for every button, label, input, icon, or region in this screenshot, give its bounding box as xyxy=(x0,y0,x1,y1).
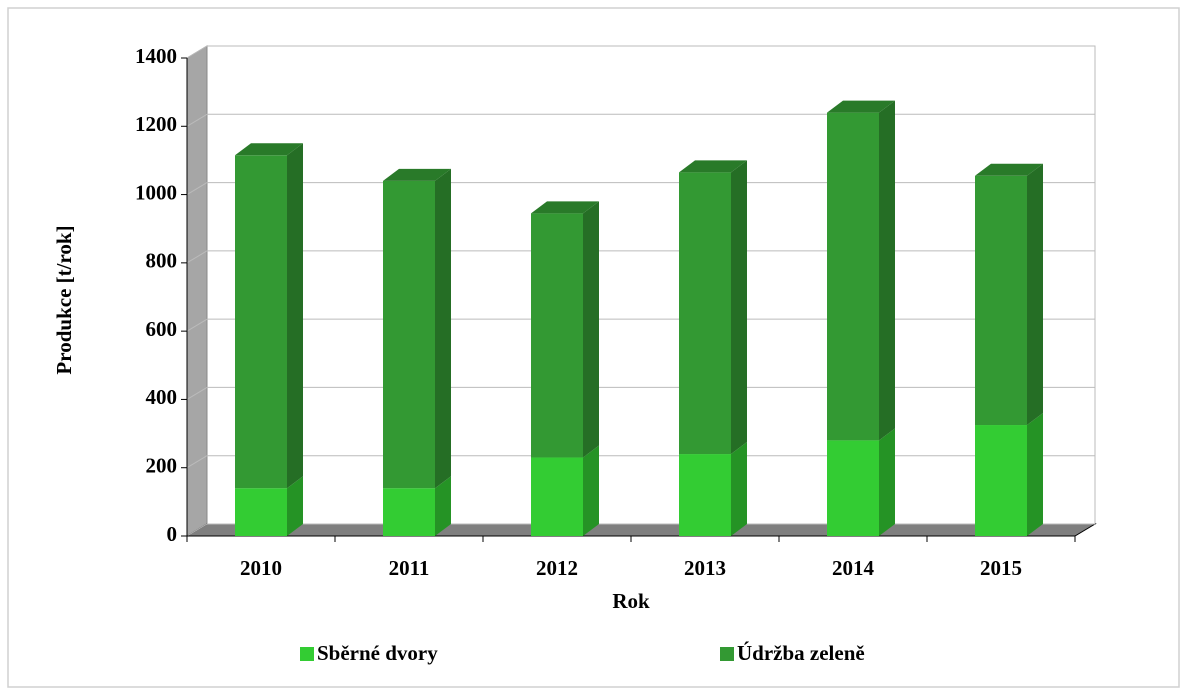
grid-line xyxy=(186,45,208,59)
y-axis-title: Produkce [t/rok] xyxy=(52,225,76,374)
y-tick-label: 200 xyxy=(146,454,178,478)
x-tick-label: 2011 xyxy=(389,556,430,580)
back-wall xyxy=(206,45,1096,525)
bar-side xyxy=(879,100,895,441)
side-wall xyxy=(186,45,208,537)
bar xyxy=(235,155,287,489)
bar-side xyxy=(1027,163,1043,426)
bar xyxy=(383,180,435,489)
grid-line xyxy=(186,318,208,332)
bar xyxy=(531,213,583,458)
bar-top xyxy=(679,160,747,173)
bar xyxy=(679,172,731,455)
grid-line xyxy=(186,113,208,127)
bar-side xyxy=(731,442,747,536)
x-tick-label: 2013 xyxy=(684,556,726,580)
x-tick-label: 2010 xyxy=(240,556,282,580)
bar-top xyxy=(531,201,599,214)
grid-line xyxy=(186,182,208,196)
y-tick-label: 1000 xyxy=(135,180,177,204)
y-tick-label: 1200 xyxy=(135,112,177,136)
bar-top xyxy=(827,100,895,113)
legend-swatch xyxy=(300,647,314,661)
y-tick-label: 1400 xyxy=(135,44,177,68)
bar-top xyxy=(975,163,1043,176)
bar-side xyxy=(731,160,747,455)
bar xyxy=(531,457,583,536)
bar xyxy=(975,425,1027,536)
bar-side xyxy=(1027,413,1043,536)
bar-top xyxy=(383,168,451,181)
bar xyxy=(827,112,879,441)
grid-line xyxy=(186,523,208,537)
bar-side xyxy=(287,476,303,536)
bar xyxy=(383,488,435,536)
x-tick-label: 2012 xyxy=(536,556,578,580)
bar xyxy=(975,175,1027,426)
y-tick-label: 400 xyxy=(146,385,178,409)
bar-side xyxy=(583,445,599,536)
bar xyxy=(235,488,287,536)
grid-line xyxy=(186,386,208,400)
bar-side xyxy=(435,476,451,536)
grid-line xyxy=(186,455,208,469)
floor xyxy=(185,523,1097,537)
grid-line xyxy=(186,250,208,264)
y-tick-label: 0 xyxy=(167,522,178,546)
bar-side xyxy=(583,201,599,458)
x-tick-label: 2015 xyxy=(980,556,1022,580)
y-tick-label: 600 xyxy=(146,317,178,341)
bar-side xyxy=(435,168,451,489)
bar-side xyxy=(879,428,895,536)
x-tick-label: 2014 xyxy=(832,556,875,580)
y-tick-label: 800 xyxy=(146,249,178,273)
legend-swatch xyxy=(720,647,734,661)
legend-label: Údržba zeleně xyxy=(737,641,865,665)
bar-side xyxy=(287,143,303,489)
bar-top xyxy=(235,143,303,156)
bar xyxy=(679,454,731,536)
bar xyxy=(827,440,879,536)
x-axis-title: Rok xyxy=(612,589,650,613)
legend-label: Sběrné dvory xyxy=(317,641,438,665)
